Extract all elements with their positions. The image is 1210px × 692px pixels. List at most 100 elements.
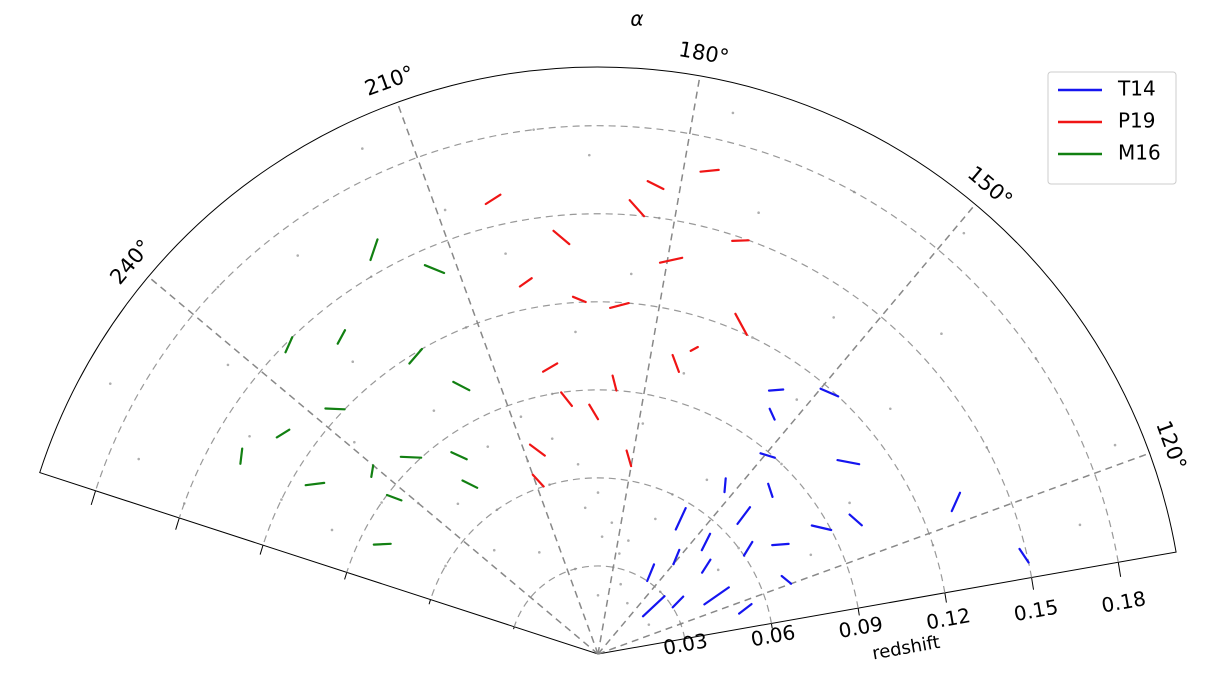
galaxy-point	[671, 493, 674, 496]
galaxy-point	[351, 360, 355, 364]
r-tick	[428, 599, 431, 605]
galaxy-point	[618, 552, 621, 555]
galaxy-point	[888, 407, 892, 411]
galaxy-point	[583, 506, 587, 510]
galaxy-point	[353, 440, 356, 444]
r-tick	[1031, 577, 1035, 590]
galaxy-point	[1113, 443, 1117, 447]
galaxy-point	[848, 501, 851, 505]
galaxy-point	[280, 498, 283, 501]
galaxy-point	[416, 501, 420, 505]
galaxy-point	[600, 535, 604, 538]
galaxy-point	[682, 372, 686, 375]
galaxy-point	[940, 332, 943, 336]
r-tick	[513, 626, 515, 630]
galaxy-point	[574, 330, 577, 334]
galaxy-point	[443, 208, 447, 212]
galaxy-point	[1078, 523, 1082, 527]
galaxy-point	[731, 111, 735, 115]
galaxy-point	[610, 521, 614, 524]
galaxy-point	[573, 567, 577, 571]
r-tick-label: 0.06	[749, 620, 797, 651]
r-tick	[259, 545, 264, 555]
legend-label: T14	[1117, 77, 1156, 101]
legend-label: M16	[1118, 141, 1161, 165]
galaxy-point	[532, 128, 535, 131]
galaxy-point	[432, 409, 436, 412]
galaxy-point	[226, 363, 230, 367]
galaxy-point	[629, 272, 633, 276]
filament-line	[484, 168, 750, 488]
galaxy-point	[852, 190, 856, 194]
galaxy-point	[464, 326, 468, 329]
galaxy-point	[361, 147, 364, 150]
r-tick-label: 0.03	[661, 628, 709, 659]
grid-arc	[178, 213, 1033, 578]
r-tick-label: 0.09	[837, 612, 885, 643]
r-tick	[1117, 562, 1122, 577]
chart-title: α	[630, 7, 643, 31]
galaxy-point	[108, 382, 112, 385]
galaxy-point	[444, 564, 447, 568]
grid-arc	[94, 125, 1119, 563]
galaxy-point	[654, 517, 657, 521]
theta-tick-label: 150°	[963, 161, 1017, 212]
r-axis-label: redshift	[871, 632, 942, 665]
galaxy-point	[737, 546, 740, 550]
r-tick	[175, 517, 180, 530]
galaxy-point	[456, 502, 460, 506]
galaxy-point	[495, 508, 499, 512]
theta-tick-label: 240°	[105, 235, 156, 289]
r-tick-label: 0.18	[1100, 586, 1148, 617]
galaxy-point	[705, 478, 709, 482]
wedge-frame	[39, 66, 1177, 655]
galaxy-point	[550, 437, 554, 440]
galaxy-point	[216, 285, 220, 289]
galaxy-point	[809, 553, 813, 557]
r-tick	[90, 490, 97, 505]
galaxy-point	[795, 398, 799, 401]
grid-arc	[429, 477, 773, 624]
galaxy-point	[962, 231, 966, 235]
galaxy-point	[657, 216, 661, 220]
grid-spoke	[597, 452, 1150, 655]
r-tick	[857, 608, 860, 616]
galaxy-point	[548, 483, 551, 487]
galaxy-point	[757, 211, 760, 215]
r-tick	[344, 572, 348, 580]
r-tick-label: 0.12	[924, 603, 972, 634]
theta-tick-label: 210°	[361, 61, 417, 101]
galaxy-point	[369, 275, 373, 278]
galaxy-point	[519, 415, 523, 419]
galaxy-point	[1034, 357, 1038, 360]
galaxy-point	[931, 543, 935, 547]
legend-label: P19	[1118, 109, 1156, 133]
galaxy-point	[183, 502, 186, 505]
galaxy-point	[596, 491, 600, 494]
galaxy-point	[641, 422, 645, 425]
galaxy-point	[486, 445, 490, 448]
galaxy-point	[492, 548, 496, 552]
galaxy-point	[576, 462, 580, 466]
r-tick	[770, 623, 773, 629]
galaxy-point	[985, 446, 989, 449]
legend-box	[1047, 71, 1177, 185]
grid-spoke	[597, 203, 976, 655]
galaxy-point	[751, 336, 754, 339]
galaxy-point	[627, 539, 630, 542]
galaxy-point	[679, 622, 683, 626]
galaxy-point	[780, 462, 783, 466]
galaxy-point	[619, 582, 622, 586]
galaxy-point	[330, 528, 334, 532]
galaxy-point	[248, 434, 251, 438]
galaxy-point	[832, 316, 835, 319]
galaxy-point	[716, 568, 720, 572]
r-tick	[944, 592, 947, 603]
galaxy-point	[504, 252, 507, 255]
r-tick-label: 0.15	[1012, 595, 1060, 626]
theta-tick-label: 120°	[1151, 417, 1191, 473]
galaxy-point	[550, 392, 554, 396]
galaxy-point	[647, 623, 651, 626]
grid-spoke	[597, 75, 701, 655]
